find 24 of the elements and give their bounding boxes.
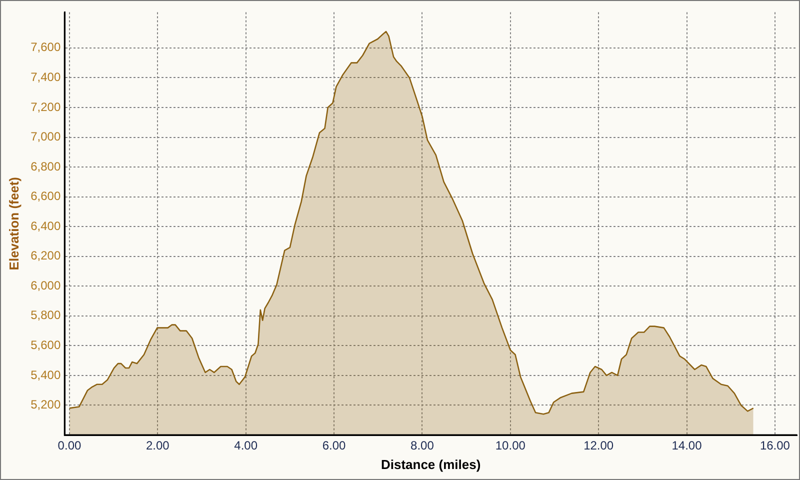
x-tick-label: 4.00 [234, 438, 258, 453]
x-tick-label: 0.00 [58, 438, 82, 453]
y-tick-label: 6,800 [30, 159, 61, 174]
y-tick-label: 7,600 [30, 40, 61, 54]
y-tick-label: 7,400 [30, 70, 61, 84]
y-tick-label: 5,600 [30, 338, 61, 352]
y-tick-label: 6,600 [30, 189, 61, 204]
y-tick-label: 6,400 [30, 218, 61, 233]
x-tick-label: 10.00 [495, 438, 526, 453]
x-tick-label: 12.00 [584, 438, 614, 453]
y-tick-label: 7,000 [30, 130, 61, 144]
x-tick-label: 2.00 [146, 438, 170, 453]
x-tick-label: 6.00 [322, 438, 346, 453]
y-tick-label: 6,000 [30, 278, 61, 292]
y-tick-label: 5,800 [30, 308, 61, 322]
x-tick-label: 8.00 [410, 438, 434, 453]
y-tick-label: 5,200 [30, 398, 61, 412]
y-axis-title: Elevation (feet) [6, 177, 22, 270]
y-tick-label: 6,200 [30, 248, 61, 263]
x-tick-label: 16.00 [760, 438, 790, 453]
y-tick-label: 5,400 [30, 368, 61, 382]
x-tick-label: 14.00 [672, 438, 702, 453]
y-tick-label: 7,200 [30, 100, 61, 114]
x-axis-title: Distance (miles) [380, 456, 481, 472]
